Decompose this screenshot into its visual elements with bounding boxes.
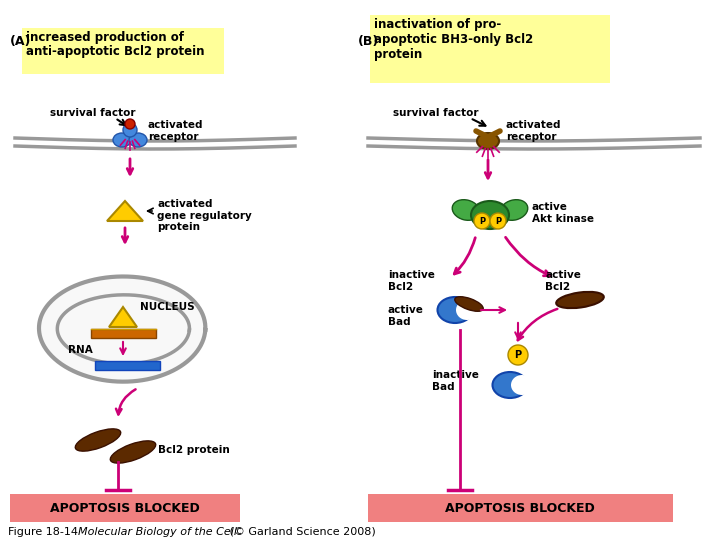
FancyBboxPatch shape bbox=[10, 494, 240, 522]
Ellipse shape bbox=[557, 292, 604, 308]
Text: active
Bad: active Bad bbox=[388, 305, 424, 327]
Ellipse shape bbox=[110, 441, 156, 463]
Text: activated
receptor: activated receptor bbox=[148, 120, 204, 141]
Ellipse shape bbox=[455, 296, 483, 311]
Circle shape bbox=[125, 119, 135, 129]
Text: P: P bbox=[514, 350, 521, 360]
Ellipse shape bbox=[438, 297, 472, 323]
Text: apoptotic BH3-only Bcl2: apoptotic BH3-only Bcl2 bbox=[374, 33, 534, 46]
Ellipse shape bbox=[456, 300, 478, 320]
FancyBboxPatch shape bbox=[95, 361, 160, 370]
Ellipse shape bbox=[113, 133, 131, 147]
Text: active
Bcl2: active Bcl2 bbox=[545, 270, 581, 292]
Text: activated
receptor: activated receptor bbox=[506, 120, 562, 141]
Polygon shape bbox=[39, 276, 205, 382]
FancyBboxPatch shape bbox=[91, 329, 156, 338]
FancyBboxPatch shape bbox=[370, 15, 610, 83]
Text: protein: protein bbox=[374, 48, 422, 61]
Text: (© Garland Science 2008): (© Garland Science 2008) bbox=[226, 527, 376, 537]
Text: RNA: RNA bbox=[68, 345, 93, 355]
Circle shape bbox=[490, 213, 506, 229]
Text: inactive
Bcl2: inactive Bcl2 bbox=[388, 270, 435, 292]
Text: APOPTOSIS BLOCKED: APOPTOSIS BLOCKED bbox=[445, 502, 595, 515]
Text: Figure 18-14: Figure 18-14 bbox=[8, 527, 85, 537]
Ellipse shape bbox=[511, 375, 533, 395]
Text: P: P bbox=[495, 217, 501, 226]
Ellipse shape bbox=[76, 429, 121, 451]
Text: active
Akt kinase: active Akt kinase bbox=[532, 202, 594, 224]
Circle shape bbox=[508, 345, 528, 365]
Ellipse shape bbox=[129, 133, 147, 147]
Text: Molecular Biology of the Cell: Molecular Biology of the Cell bbox=[78, 527, 237, 537]
Text: survival factor: survival factor bbox=[50, 108, 135, 118]
Text: activated
gene regulatory
protein: activated gene regulatory protein bbox=[157, 199, 252, 232]
Text: Bcl2 protein: Bcl2 protein bbox=[158, 445, 230, 455]
Polygon shape bbox=[107, 201, 143, 221]
Ellipse shape bbox=[471, 201, 509, 229]
Ellipse shape bbox=[500, 200, 528, 220]
Ellipse shape bbox=[492, 372, 528, 398]
Text: P: P bbox=[479, 217, 485, 226]
Text: inactive
Bad: inactive Bad bbox=[432, 370, 479, 392]
Text: APOPTOSIS BLOCKED: APOPTOSIS BLOCKED bbox=[50, 502, 200, 515]
Ellipse shape bbox=[477, 133, 499, 149]
Polygon shape bbox=[109, 307, 137, 327]
Text: (B): (B) bbox=[358, 35, 379, 48]
Text: survival factor: survival factor bbox=[393, 108, 479, 118]
Ellipse shape bbox=[452, 200, 480, 220]
FancyBboxPatch shape bbox=[22, 28, 224, 74]
Text: anti-apoptotic Bcl2 protein: anti-apoptotic Bcl2 protein bbox=[26, 45, 204, 58]
Text: increased production of: increased production of bbox=[26, 31, 184, 44]
Text: NUCLEUS: NUCLEUS bbox=[140, 302, 194, 312]
Text: (A): (A) bbox=[10, 35, 32, 48]
Circle shape bbox=[474, 213, 490, 229]
FancyBboxPatch shape bbox=[368, 494, 673, 522]
Ellipse shape bbox=[123, 123, 137, 137]
Text: inactivation of pro-: inactivation of pro- bbox=[374, 18, 501, 31]
